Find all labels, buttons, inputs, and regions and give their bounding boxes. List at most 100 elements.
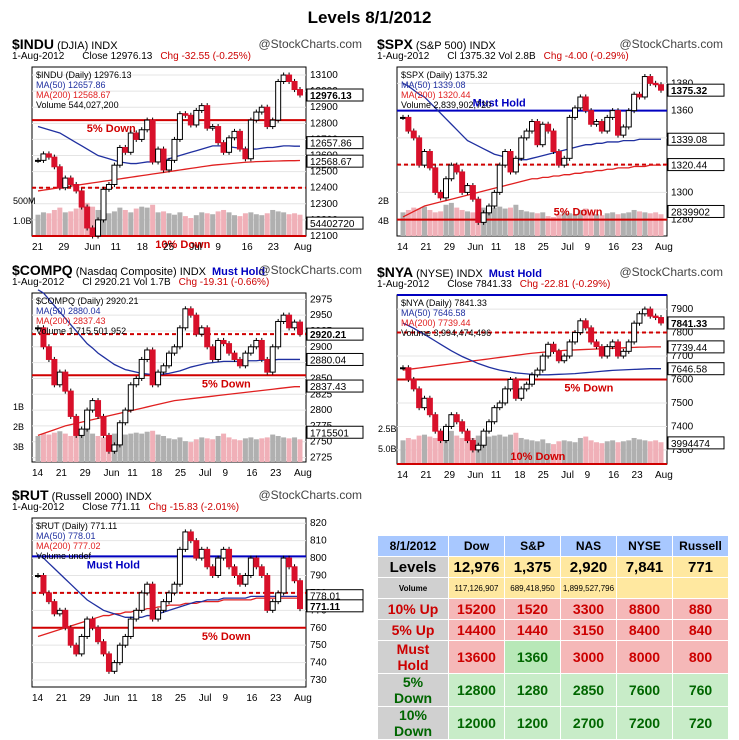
levels-table-cell: [616, 577, 673, 599]
candle-body: [437, 430, 444, 442]
candle-body: [588, 327, 595, 343]
candle-body: [111, 444, 118, 452]
candle-body: [598, 121, 605, 132]
volume-bar: [259, 215, 265, 236]
candle-body: [480, 212, 487, 223]
volume-bar: [232, 215, 237, 236]
date-label: 1-Aug-2012: [12, 502, 65, 513]
candle-body: [604, 116, 611, 132]
x-tick-label: 16: [608, 470, 620, 481]
levels-table-cell: 8800: [616, 598, 673, 620]
candle-body: [89, 227, 96, 237]
legend-entry: MA(200) 1320.44: [401, 90, 471, 100]
levels-table-header-cell: NYSE: [616, 535, 673, 557]
exchange-label: INDX: [125, 491, 152, 503]
volume-bar: [155, 434, 161, 462]
candle-body: [572, 107, 578, 118]
volume-scale-label: 2B: [13, 422, 24, 432]
volume-bar: [221, 209, 227, 236]
candle-body: [400, 116, 406, 119]
legend-entry: MA(50) 2880.04: [36, 306, 101, 316]
date-label: 1-Aug-2012: [12, 277, 65, 288]
volume-bar: [653, 440, 659, 464]
volume-bar: [84, 428, 90, 462]
volume-bar: [40, 212, 46, 236]
legend-entry: Volume 3,994,474,496: [401, 328, 491, 338]
candle-body: [155, 609, 162, 620]
x-tick-label: Jul: [199, 693, 212, 704]
candle-body: [507, 379, 514, 390]
y-tick-label: 2825: [310, 389, 333, 400]
volume-bar: [448, 430, 454, 464]
candle-body: [62, 371, 69, 392]
change-label: Chg -15.83 (-2.01%): [148, 502, 240, 513]
volume-bar: [556, 441, 562, 464]
candle-body: [56, 609, 63, 615]
x-tick-label: 18: [151, 468, 163, 479]
legend-entry: MA(50) 7646.58: [401, 308, 466, 318]
name-label: (Nasdaq Composite): [72, 266, 180, 278]
candle-body: [437, 191, 444, 199]
candle-body: [620, 350, 627, 357]
volume-bar: [534, 213, 540, 236]
volume-bar: [46, 434, 52, 462]
y-tick-label: 1300: [671, 187, 694, 198]
levels-table-row: 5% Down 12800 1280 2850 7600 760: [377, 673, 729, 707]
candle-body: [421, 151, 428, 166]
candle-body: [105, 183, 112, 190]
value-tag-box: [306, 599, 364, 613]
levels-table-row-label: 10% Up: [377, 598, 449, 620]
volume-bar: [90, 206, 96, 236]
volume-bar: [599, 443, 605, 464]
candle-body: [400, 367, 406, 370]
nya-svg: 7300 7400 7500 7600 7700 7800 7900 5.0B 2.5B 5% D…: [378, 294, 725, 481]
value-tag-box: [667, 158, 725, 172]
candle-body: [658, 84, 664, 91]
x-tick-label: 11: [491, 470, 502, 481]
value-tag: 778.01: [310, 592, 341, 603]
levels-table-header-cell: Russell: [672, 535, 729, 557]
levels-table-row-label: 10% Down: [377, 706, 449, 740]
volume-bar: [647, 213, 653, 236]
volume-bar: [588, 440, 594, 464]
candle-body: [588, 110, 595, 125]
candle-body: [421, 397, 428, 409]
candle-body: [534, 121, 541, 146]
ma200-line: [37, 386, 300, 437]
candle-body: [652, 315, 659, 319]
candle-body: [432, 414, 439, 432]
candle-body: [555, 350, 562, 362]
value-tag: 771.11: [310, 602, 340, 613]
volume-bar: [166, 438, 172, 462]
volume-scale-label: 2.5B: [378, 424, 397, 434]
candle-body: [416, 388, 423, 409]
change-label: Chg -32.55 (-0.25%): [160, 51, 251, 62]
levels-table-cell: 117,126,907: [448, 577, 505, 599]
value-tag-box: [306, 136, 364, 150]
candle-body: [67, 390, 74, 417]
candle-body: [502, 388, 509, 404]
candle-body: [198, 548, 205, 559]
volume-bar: [577, 437, 583, 464]
candle-body: [35, 574, 41, 577]
value-tag: 1339.08: [671, 135, 708, 146]
candle-body: [67, 627, 74, 646]
value-tag-box: [667, 204, 725, 218]
x-tick-label: 21: [32, 242, 44, 253]
levels-table-row-label: Volume: [377, 577, 449, 599]
x-tick-label: Aug: [294, 242, 312, 253]
candle-body: [507, 151, 514, 173]
volume-bar: [459, 209, 465, 236]
value-tag-box: [667, 362, 725, 376]
volume-scale-label: 1.0B: [13, 216, 32, 226]
volume-bar: [281, 212, 287, 236]
volume-bar: [133, 432, 139, 462]
volume-bar: [182, 216, 188, 236]
levels-table-row: 10% Up 15200 1520 3300 8800 880: [377, 598, 729, 620]
volume-bar: [286, 438, 292, 462]
candle-body: [127, 618, 134, 637]
levels-table-row: Must Hold 13600 1360 3000 8000 800: [377, 640, 729, 674]
candle-body: [561, 355, 568, 362]
candle-body: [297, 89, 303, 96]
x-tick-label: 23: [268, 242, 280, 253]
